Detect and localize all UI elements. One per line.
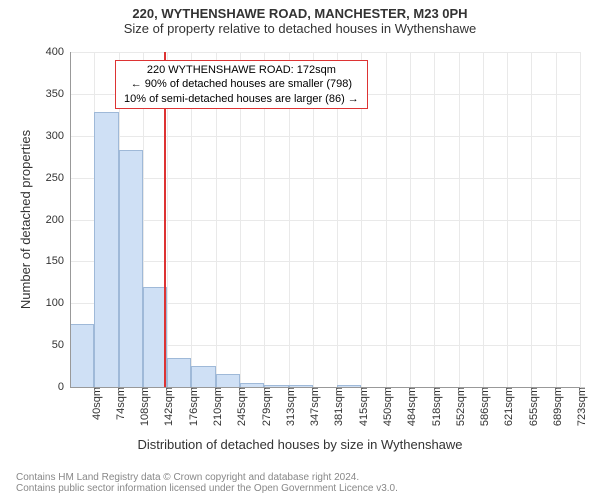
chart-title: 220, WYTHENSHAWE ROAD, MANCHESTER, M23 0… xyxy=(0,0,600,21)
attribution-line-1: Contains HM Land Registry data © Crown c… xyxy=(16,472,398,483)
y-axis-line xyxy=(70,52,71,387)
x-axis-label: Distribution of detached houses by size … xyxy=(0,437,600,452)
gridline-h xyxy=(70,220,580,221)
x-tick-label: 108sqm xyxy=(135,387,151,426)
gridline-h xyxy=(70,178,580,179)
y-tick-label: 250 xyxy=(46,172,70,184)
x-tick-label: 484sqm xyxy=(402,387,418,426)
y-tick-label: 200 xyxy=(46,214,70,226)
x-tick-label: 74sqm xyxy=(111,387,127,420)
gridline-h xyxy=(70,52,580,53)
x-tick-label: 552sqm xyxy=(451,387,467,426)
y-tick-label: 400 xyxy=(46,46,70,58)
gridline-v xyxy=(386,52,387,387)
gridline-h xyxy=(70,136,580,137)
attribution: Contains HM Land Registry data © Crown c… xyxy=(16,472,398,494)
annotation-line-1: 220 WYTHENSHAWE ROAD: 172sqm xyxy=(124,63,359,77)
histogram-bar xyxy=(94,112,118,387)
x-tick-label: 142sqm xyxy=(159,387,175,426)
x-tick-label: 313sqm xyxy=(281,387,297,426)
y-tick-label: 100 xyxy=(46,297,70,309)
gridline-v xyxy=(580,52,581,387)
y-tick-label: 50 xyxy=(52,339,70,351)
gridline-h xyxy=(70,261,580,262)
x-tick-label: 586sqm xyxy=(475,387,491,426)
gridline-v xyxy=(507,52,508,387)
x-tick-label: 655sqm xyxy=(524,387,540,426)
x-tick-label: 245sqm xyxy=(232,387,248,426)
gridline-v xyxy=(434,52,435,387)
x-tick-label: 723sqm xyxy=(572,387,588,426)
annotation-line-3: 10% of semi-detached houses are larger (… xyxy=(124,92,359,106)
histogram-bar xyxy=(70,324,94,387)
x-tick-label: 450sqm xyxy=(378,387,394,426)
y-tick-label: 350 xyxy=(46,88,70,100)
histogram-bar xyxy=(191,366,215,387)
gridline-v xyxy=(531,52,532,387)
x-tick-label: 689sqm xyxy=(548,387,564,426)
marker-annotation: 220 WYTHENSHAWE ROAD: 172sqm ← 90% of de… xyxy=(115,60,368,109)
chart-subtitle: Size of property relative to detached ho… xyxy=(0,21,600,36)
attribution-line-2: Contains public sector information licen… xyxy=(16,483,398,494)
histogram-bar xyxy=(216,374,240,387)
gridline-v xyxy=(459,52,460,387)
x-tick-label: 621sqm xyxy=(499,387,515,426)
y-tick-label: 0 xyxy=(58,381,70,393)
x-tick-label: 40sqm xyxy=(87,387,103,420)
y-axis-label: Number of detached properties xyxy=(18,52,33,387)
y-tick-label: 300 xyxy=(46,130,70,142)
x-tick-label: 176sqm xyxy=(184,387,200,426)
x-tick-label: 279sqm xyxy=(257,387,273,426)
x-tick-label: 210sqm xyxy=(208,387,224,426)
x-axis-line xyxy=(70,387,580,388)
y-tick-label: 150 xyxy=(46,255,70,267)
x-tick-label: 415sqm xyxy=(354,387,370,426)
annotation-line-2: ← 90% of detached houses are smaller (79… xyxy=(124,77,359,91)
histogram-bar xyxy=(119,150,143,387)
histogram-bar xyxy=(167,358,191,387)
gridline-v xyxy=(556,52,557,387)
x-tick-label: 518sqm xyxy=(427,387,443,426)
x-tick-label: 381sqm xyxy=(329,387,345,426)
x-tick-label: 347sqm xyxy=(305,387,321,426)
gridline-v xyxy=(483,52,484,387)
gridline-v xyxy=(410,52,411,387)
